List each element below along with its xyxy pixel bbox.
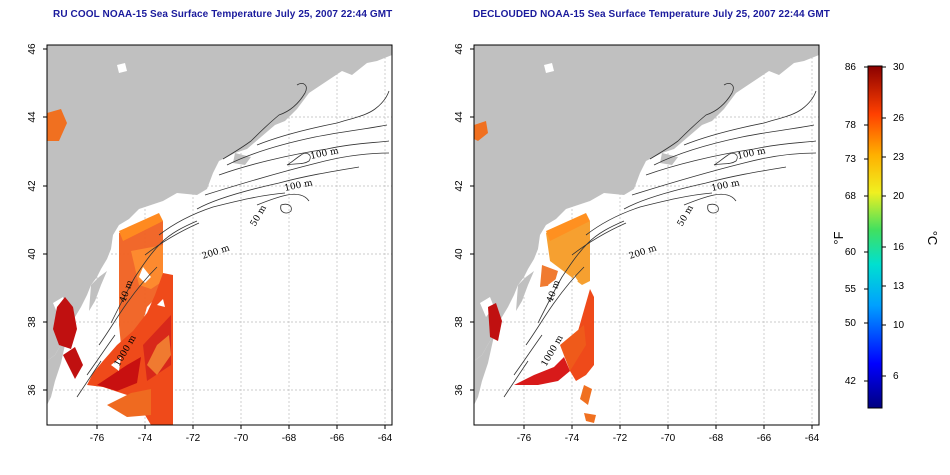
c-tick: 23: [893, 152, 905, 163]
f-tick: 78: [845, 120, 857, 131]
y-tick: 42: [27, 180, 38, 192]
f-tick: 86: [845, 62, 857, 73]
celsius-ticks: 30 26 23 20 16 13 10 6: [893, 62, 905, 382]
x-tick: -64: [378, 433, 393, 444]
c-tick: 13: [893, 281, 905, 292]
y-tick: 40: [454, 248, 465, 260]
x-tick: -76: [517, 433, 532, 444]
x-tick: -68: [709, 433, 724, 444]
y-tick: 36: [454, 384, 465, 396]
f-tick: 50: [845, 318, 857, 329]
x-tick: -70: [234, 433, 249, 444]
f-tick: 68: [845, 191, 857, 202]
y-tick: 38: [27, 316, 38, 328]
y-tick: 40: [27, 248, 38, 260]
right-panel-title: DECLOUDED NOAA-15 Sea Surface Temperatur…: [473, 9, 830, 20]
x-tick: -68: [282, 433, 297, 444]
f-tick: 73: [845, 154, 857, 165]
f-tick: 42: [845, 376, 857, 387]
left-x-axis: -76 -74 -72 -70 -68 -66 -64: [90, 433, 393, 444]
left-sst-swath: [47, 109, 173, 425]
c-tick: 30: [893, 62, 905, 73]
x-tick: -66: [757, 433, 772, 444]
right-sst-swath: [474, 121, 596, 423]
x-tick: -76: [90, 433, 105, 444]
colorbar-gradient: [867, 65, 883, 409]
left-panel-title: RU COOL NOAA-15 Sea Surface Temperature …: [53, 9, 393, 20]
colorbar: 86 78 73 68 60 55 50 42 30 26 23 20 16 1…: [831, 62, 940, 409]
c-tick: 16: [893, 242, 905, 253]
f-tick: 60: [845, 247, 857, 258]
right-y-axis: 36 38 40 42 44 46: [454, 43, 465, 396]
x-tick: -72: [186, 433, 201, 444]
y-tick: 36: [27, 384, 38, 396]
c-tick: 6: [893, 371, 899, 382]
y-tick: 44: [27, 111, 38, 123]
left-y-axis: 36 38 40 42 44 46: [27, 43, 38, 396]
x-tick: -70: [661, 433, 676, 444]
f-tick: 55: [845, 284, 857, 295]
x-tick: -74: [565, 433, 580, 444]
fahrenheit-ticks: 86 78 73 68 60 55 50 42: [845, 62, 857, 387]
y-tick: 44: [454, 111, 465, 123]
x-tick: -64: [805, 433, 820, 444]
y-tick: 38: [454, 316, 465, 328]
x-tick: -66: [330, 433, 345, 444]
fahrenheit-unit-label: °F: [831, 231, 846, 244]
c-tick: 10: [893, 320, 905, 331]
celsius-unit-label: °C: [925, 231, 940, 246]
y-tick: 42: [454, 180, 465, 192]
right-x-axis: -76 -74 -72 -70 -68 -66 -64: [517, 433, 820, 444]
c-tick: 20: [893, 191, 905, 202]
x-tick: -74: [138, 433, 153, 444]
right-map-panel: 100 m 100 m 50 m 200 m 40 m 1000 m -76 -…: [454, 43, 820, 444]
y-tick: 46: [27, 43, 38, 55]
x-tick: -72: [613, 433, 628, 444]
y-tick: 46: [454, 43, 465, 55]
c-tick: 26: [893, 113, 905, 124]
left-map-panel: 100 m 100 m 50 m 200 m 40 m 1000 m -76 -…: [27, 43, 393, 444]
